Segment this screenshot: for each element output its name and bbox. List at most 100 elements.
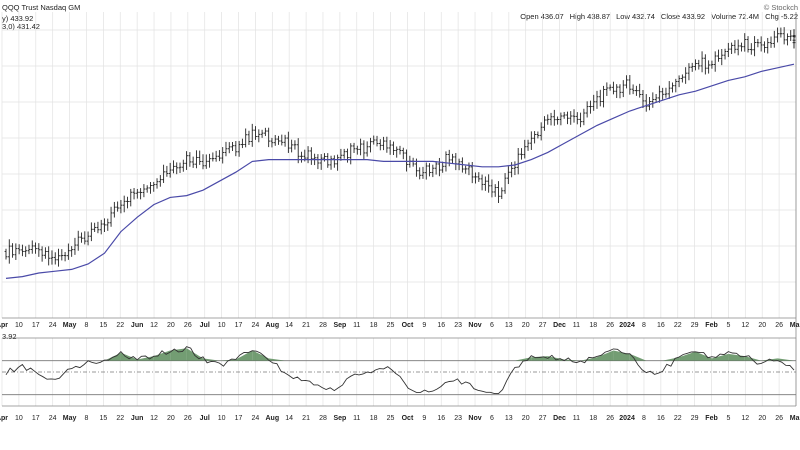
x-tick-label: Dec xyxy=(553,322,566,329)
x-tick-label: 20 xyxy=(522,322,530,329)
x-tick-label-osc: 24 xyxy=(252,415,260,422)
x-tick-label-osc: 21 xyxy=(302,415,310,422)
x-tick-label: Mar xyxy=(790,322,800,329)
x-tick-label: Sep xyxy=(333,322,346,329)
x-tick-label: 12 xyxy=(150,322,158,329)
x-tick-label-osc: 11 xyxy=(573,415,580,422)
x-tick-label-osc: Dec xyxy=(553,415,566,422)
x-tick-label: 17 xyxy=(235,322,243,329)
x-tick-label: 18 xyxy=(370,322,378,329)
osc-fill xyxy=(186,348,203,361)
osc-fill xyxy=(695,351,712,361)
x-tick-label-osc: 18 xyxy=(370,415,378,422)
x-tick-label: 8 xyxy=(85,322,89,329)
x-tick-label-osc: 12 xyxy=(150,415,158,422)
ohlc-volume: Volume 72.4M xyxy=(711,12,760,21)
x-tick-label: 20 xyxy=(758,322,766,329)
x-tick-label: 13 xyxy=(505,322,513,329)
x-tick-label: Feb xyxy=(705,322,717,329)
x-tick-label: May xyxy=(63,322,77,329)
x-tick-label: 11 xyxy=(573,322,580,329)
x-tick-label-osc: 20 xyxy=(522,415,530,422)
x-tick-label: 2024 xyxy=(619,322,635,329)
x-tick-label-osc: Nov xyxy=(468,415,481,422)
ma-line xyxy=(5,63,795,279)
osc-fill xyxy=(744,356,762,361)
x-tick-label-osc: 22 xyxy=(116,415,124,422)
symbol-line: QQQ Trust Nasdaq GM xyxy=(2,3,81,12)
x-tick-label-osc: 26 xyxy=(775,415,783,422)
x-tick-label: 21 xyxy=(302,322,310,329)
osc-fill xyxy=(153,350,171,361)
ohlc-low: Low 432.74 xyxy=(616,12,655,21)
x-tick-label-osc: Jul xyxy=(200,415,210,422)
x-tick-label-osc: Mar xyxy=(790,415,800,422)
x-tick-label-osc: 8 xyxy=(642,415,646,422)
ohlc-readout: Open 436.07 High 438.87 Low 432.74 Close 43… xyxy=(514,12,798,21)
x-tick-label: Jun xyxy=(131,322,143,329)
x-tick-label-osc: 10 xyxy=(218,415,226,422)
x-tick-label: 10 xyxy=(218,322,226,329)
osc-fill xyxy=(219,359,236,361)
osc-fill xyxy=(252,350,269,361)
x-tick-label-osc: Apr xyxy=(0,415,8,422)
x-tick-label-osc: 12 xyxy=(741,415,749,422)
ohlc-close: Close 433.92 xyxy=(660,12,706,21)
watermark: © Stockch xyxy=(763,3,798,12)
x-tick-label: 22 xyxy=(674,322,682,329)
osc-fill xyxy=(120,352,138,361)
osc-fill xyxy=(547,356,565,361)
x-tick-label: 16 xyxy=(437,322,445,329)
x-tick-label-osc: 23 xyxy=(454,415,462,422)
x-tick-label-osc: 8 xyxy=(85,415,89,422)
x-tick-label: 26 xyxy=(775,322,783,329)
osc-fill xyxy=(597,350,614,361)
x-tick-label: Oct xyxy=(402,322,414,329)
x-tick-label-osc: 26 xyxy=(184,415,192,422)
x-tick-label: 25 xyxy=(387,322,395,329)
x-tick-label-osc: 17 xyxy=(32,415,40,422)
x-tick-label-osc: 13 xyxy=(505,415,513,422)
x-tick-label: 29 xyxy=(691,322,699,329)
osc-fill xyxy=(564,359,581,361)
x-tick-label-osc: 24 xyxy=(49,415,57,422)
x-tick-label-osc: 20 xyxy=(167,415,175,422)
x-tick-label-osc: 10 xyxy=(15,415,23,422)
osc-fill xyxy=(679,351,696,361)
osc-fill xyxy=(137,356,154,361)
osc-fill xyxy=(777,358,794,361)
x-tick-label-osc: 6 xyxy=(490,415,494,422)
x-tick-label-osc: 2024 xyxy=(619,415,635,422)
osc-fill xyxy=(711,353,729,361)
x-tick-label-osc: 11 xyxy=(353,415,360,422)
x-tick-label: 12 xyxy=(741,322,749,329)
x-tick-label: Aug xyxy=(265,322,279,329)
x-tick-label-osc: 20 xyxy=(758,415,766,422)
x-tick-label-osc: 5 xyxy=(726,415,730,422)
x-tick-label: 10 xyxy=(15,322,23,329)
x-tick-label-osc: Sep xyxy=(333,415,346,422)
x-tick-label-osc: Jun xyxy=(131,415,143,422)
x-tick-label-osc: Aug xyxy=(265,415,279,422)
x-tick-label-osc: 15 xyxy=(99,415,107,422)
x-tick-label-osc: 22 xyxy=(674,415,682,422)
x-tick-label-osc: Oct xyxy=(402,415,414,422)
x-tick-label: 24 xyxy=(252,322,260,329)
osc-legend: 3.92 xyxy=(2,332,17,341)
x-tick-label-osc: 28 xyxy=(319,415,327,422)
x-tick-label: 8 xyxy=(642,322,646,329)
x-tick-label: 23 xyxy=(454,322,462,329)
x-tick-label: 9 xyxy=(422,322,426,329)
x-tick-label: 5 xyxy=(726,322,730,329)
x-tick-label-osc: 9 xyxy=(422,415,426,422)
osc-fill xyxy=(728,353,745,361)
ohlc-high: High 438.87 xyxy=(569,12,611,21)
osc-fill xyxy=(203,358,220,361)
x-tick-label: 11 xyxy=(353,322,360,329)
x-tick-label: 17 xyxy=(32,322,40,329)
x-tick-label: 15 xyxy=(99,322,107,329)
x-tick-label: Nov xyxy=(468,322,481,329)
osc-fill xyxy=(268,358,286,361)
x-tick-label-osc: 25 xyxy=(387,415,395,422)
